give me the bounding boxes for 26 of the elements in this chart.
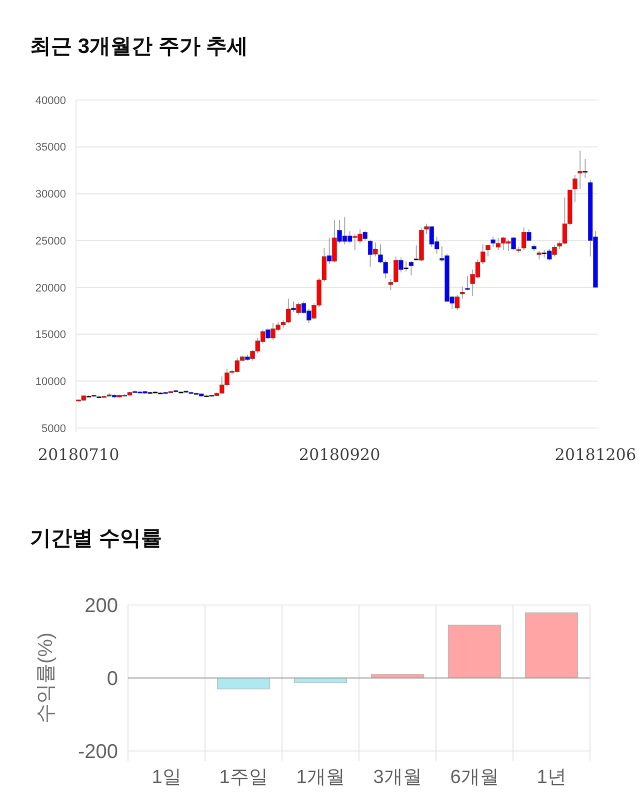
bar <box>217 678 270 690</box>
x-tick-label: 6개월 <box>450 767 499 788</box>
x-tick-label: 20181206 <box>554 445 636 464</box>
bar <box>525 612 578 678</box>
y-tick-label: 5000 <box>42 422 66 435</box>
bar <box>448 624 501 678</box>
y-axis-title: 수익률(%) <box>35 632 57 724</box>
x-tick-label: 1년 <box>536 767 566 788</box>
y-tick-label: 30000 <box>35 188 66 201</box>
y-tick-label: 200 <box>84 595 118 617</box>
y-tick-label: 0 <box>106 668 118 690</box>
chart-title: 기간별 수익률 <box>30 527 162 550</box>
x-tick-label: 3개월 <box>373 767 422 788</box>
y-tick-label: 15000 <box>35 329 66 342</box>
x-tick-label: 20180710 <box>38 445 120 464</box>
x-tick-label: 1일 <box>152 767 182 788</box>
y-tick-label: 10000 <box>35 376 66 388</box>
y-tick-label: -200 <box>78 741 118 763</box>
y-tick-label: 40000 <box>35 94 66 107</box>
y-tick-label: 20000 <box>35 282 66 294</box>
x-tick-label: 1개월 <box>296 767 345 788</box>
y-tick-label: 35000 <box>35 142 66 154</box>
x-tick-label: 20180920 <box>298 445 380 464</box>
y-tick-label: 25000 <box>35 235 66 248</box>
chart-title: 최근 3개월간 주가 추세 <box>30 35 248 58</box>
x-tick-label: 1주일 <box>219 767 268 788</box>
